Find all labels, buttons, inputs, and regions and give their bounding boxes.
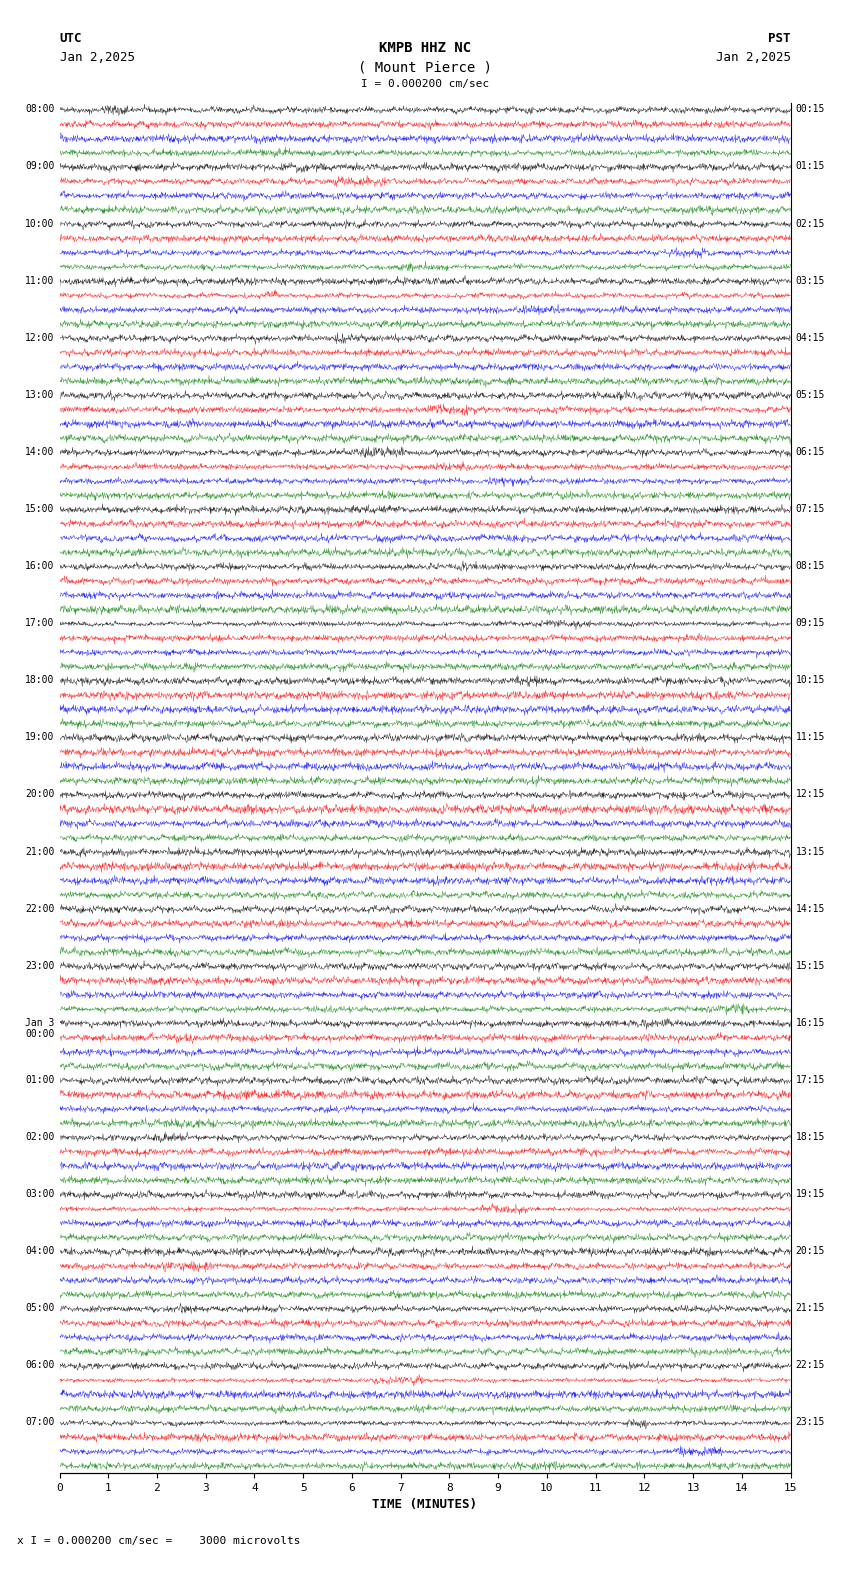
X-axis label: TIME (MINUTES): TIME (MINUTES) [372, 1498, 478, 1511]
Text: Jan 2,2025: Jan 2,2025 [716, 51, 790, 63]
Text: UTC: UTC [60, 32, 82, 44]
Text: x I = 0.000200 cm/sec =    3000 microvolts: x I = 0.000200 cm/sec = 3000 microvolts [17, 1536, 301, 1546]
Text: KMPB HHZ NC: KMPB HHZ NC [379, 41, 471, 55]
Text: I = 0.000200 cm/sec: I = 0.000200 cm/sec [361, 79, 489, 89]
Text: Jan 2,2025: Jan 2,2025 [60, 51, 134, 63]
Text: PST: PST [768, 32, 790, 44]
Text: ( Mount Pierce ): ( Mount Pierce ) [358, 60, 492, 74]
